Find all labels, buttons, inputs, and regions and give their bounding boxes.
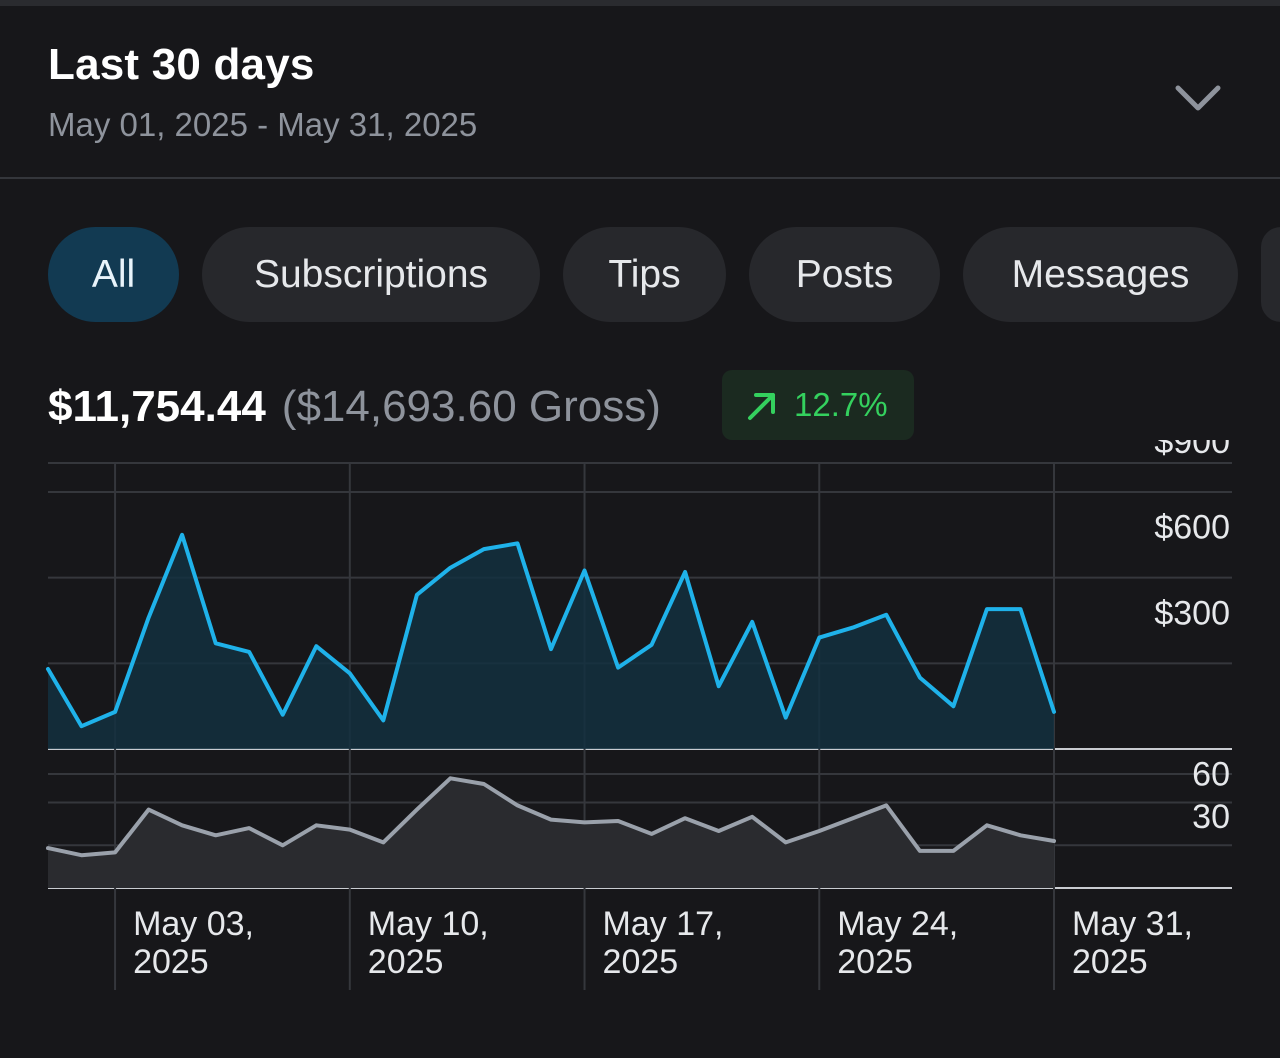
earnings-point <box>718 685 720 687</box>
count-point <box>818 830 820 832</box>
earnings-point <box>483 548 485 550</box>
count-point <box>483 783 485 785</box>
count-point <box>1053 840 1055 842</box>
earnings-point <box>751 621 753 623</box>
tab-overflow-partial[interactable] <box>1261 227 1280 322</box>
header-divider <box>0 177 1280 179</box>
x-tick-label: May 10, 2025 <box>368 905 489 981</box>
earnings-summary: $11,754.44 ($14,693.60 Gross) <box>48 372 661 442</box>
count-point <box>1019 834 1021 836</box>
count-point <box>684 817 686 819</box>
count-point <box>416 809 418 811</box>
count-point <box>349 829 351 831</box>
count-point <box>449 777 451 779</box>
count-point <box>47 847 49 849</box>
earnings-point <box>248 651 250 653</box>
gross-earnings: ($14,693.60 Gross) <box>281 382 661 431</box>
tab-messages[interactable]: Messages <box>963 227 1238 322</box>
count-point <box>181 824 183 826</box>
earnings-point <box>952 705 954 707</box>
earnings-point <box>617 667 619 669</box>
earnings-point <box>148 617 150 619</box>
tab-all[interactable]: All <box>48 227 179 322</box>
sub-y-tick-label: 30 <box>1192 798 1230 836</box>
earnings-point <box>449 567 451 569</box>
y-axis-labels: $300 $600 $900 30 60 <box>1154 440 1230 836</box>
count-point <box>751 816 753 818</box>
count-area-fill <box>48 778 1054 888</box>
earnings-point <box>785 717 787 719</box>
earnings-series <box>46 532 1056 749</box>
count-point <box>919 850 921 852</box>
count-point <box>617 820 619 822</box>
x-axis-labels: May 03, 2025 May 10, 2025 May 17, 2025 May 24,… <box>133 905 1193 981</box>
x-tick-label: May 31, 2025 <box>1072 905 1193 981</box>
x-tick-label: May 17, 2025 <box>603 905 724 981</box>
earnings-point <box>382 719 384 721</box>
count-point <box>114 851 116 853</box>
earnings-point <box>215 642 217 644</box>
count-point <box>718 830 720 832</box>
count-point <box>81 854 83 856</box>
change-badge: 12.7% <box>722 370 914 440</box>
earnings-point <box>114 711 116 713</box>
tab-posts[interactable]: Posts <box>749 227 940 322</box>
date-range-selector[interactable]: Last 30 days May 01, 2025 - May 31, 2025 <box>0 6 1280 177</box>
earnings-point <box>315 645 317 647</box>
sub-y-tick-label: 60 <box>1192 755 1230 793</box>
count-point <box>148 809 150 811</box>
count-point <box>215 834 217 836</box>
earnings-point <box>1019 608 1021 610</box>
date-range-text: May 01, 2025 - May 31, 2025 <box>48 106 478 143</box>
earnings-point <box>684 571 686 573</box>
count-point <box>516 804 518 806</box>
change-percent: 12.7% <box>794 386 888 423</box>
earnings-point <box>885 614 887 616</box>
earnings-point <box>349 672 351 674</box>
count-point <box>952 850 954 852</box>
y-tick-label: $600 <box>1154 509 1230 547</box>
count-point <box>282 844 284 846</box>
earnings-point <box>584 570 586 572</box>
earnings-point <box>516 542 518 544</box>
earnings-point <box>181 534 183 536</box>
tab-subscriptions[interactable]: Subscriptions <box>202 227 540 322</box>
earnings-point <box>852 627 854 629</box>
x-tick-label: May 03, 2025 <box>133 905 254 981</box>
count-point <box>315 824 317 826</box>
earnings-point <box>1053 711 1055 713</box>
count-series <box>46 776 1056 888</box>
earnings-point <box>919 677 921 679</box>
earnings-point <box>651 644 653 646</box>
top-edge-bar <box>0 0 1280 6</box>
category-tabs: All Subscriptions Tips Posts Messages <box>0 227 1280 323</box>
net-earnings: $11,754.44 <box>48 382 266 431</box>
count-point <box>785 841 787 843</box>
tab-tips[interactable]: Tips <box>563 227 726 322</box>
count-point <box>986 824 988 826</box>
x-tick-label: May 24, 2025 <box>837 905 958 981</box>
earnings-point <box>416 594 418 596</box>
earnings-point <box>818 637 820 639</box>
trend-up-arrow-icon <box>748 393 775 420</box>
count-point <box>550 819 552 821</box>
y-tick-label: $300 <box>1154 594 1230 632</box>
count-point <box>584 821 586 823</box>
earnings-point <box>47 668 49 670</box>
count-point <box>885 804 887 806</box>
earnings-point <box>550 648 552 650</box>
count-point <box>852 817 854 819</box>
count-point <box>382 841 384 843</box>
period-title: Last 30 days <box>48 40 315 89</box>
earnings-area-fill <box>48 534 1054 749</box>
count-point <box>651 833 653 835</box>
y-tick-label: $900 <box>1154 440 1230 461</box>
chevron-down-icon[interactable] <box>1170 76 1226 116</box>
earnings-point <box>986 608 988 610</box>
count-point <box>248 827 250 829</box>
earnings-point <box>282 714 284 716</box>
earnings-point <box>81 725 83 727</box>
